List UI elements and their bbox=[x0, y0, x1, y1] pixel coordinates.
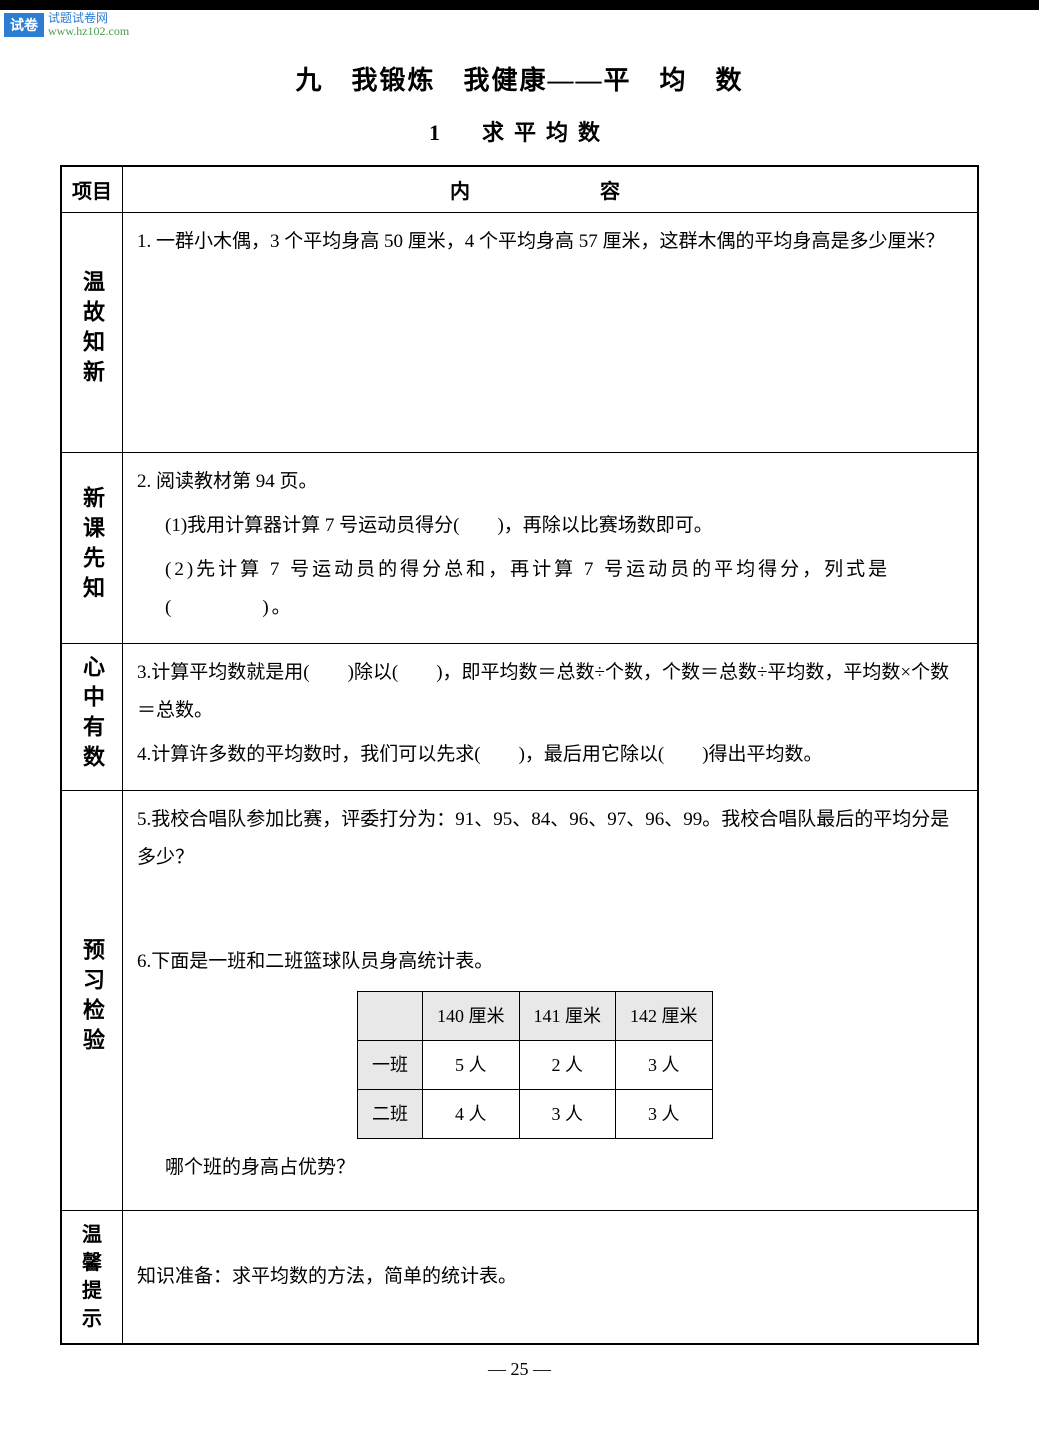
section-content-3: 3.计算平均数就是用( )除以( )，即平均数＝总数÷个数，个数＝总数÷平均数，… bbox=[123, 644, 979, 791]
inner-r2c1: 4 人 bbox=[423, 1090, 520, 1139]
section-content-4: 5.我校合唱队参加比赛，评委打分为：91、95、84、96、97、96、99。我… bbox=[123, 791, 979, 1211]
section-label-1-text: 温故知新 bbox=[76, 270, 108, 390]
tip-text: 知识准备：求平均数的方法，简单的统计表。 bbox=[137, 1266, 517, 1287]
table-header-row: 项目 内 容 bbox=[61, 166, 978, 213]
item-1: 1. 一群小木偶，3 个平均身高 50 厘米，4 个平均身高 57 厘米，这群木… bbox=[137, 223, 963, 261]
section-row-2: 新课先知 2. 阅读教材第 94 页。 (1)我用计算器计算 7 号运动员得分(… bbox=[61, 453, 978, 644]
page-content: 九 我锻炼 我健康——平 均 数 1 求平均数 项目 内 容 温故知新 1. 一… bbox=[0, 40, 1039, 1390]
item-2-num: 2. bbox=[137, 471, 151, 492]
top-bar bbox=[0, 0, 1039, 10]
watermark-text: 试题试卷网 www.hz102.com bbox=[48, 12, 129, 38]
item-2-text: 阅读教材第 94 页。 bbox=[156, 471, 318, 492]
watermark-badge: 试卷 bbox=[4, 13, 44, 37]
page-subtitle: 1 求平均数 bbox=[60, 115, 979, 147]
inner-r2c0: 二班 bbox=[358, 1090, 423, 1139]
item-3-num: 3. bbox=[137, 662, 151, 683]
inner-r1c1: 5 人 bbox=[423, 1041, 520, 1090]
item-1-text: 一群小木偶，3 个平均身高 50 厘米，4 个平均身高 57 厘米，这群木偶的平… bbox=[156, 231, 945, 252]
watermark-cn: 试题试卷网 bbox=[48, 11, 108, 25]
page-footer: — 25 — bbox=[60, 1359, 979, 1380]
item-2-sub2: (2)先计算 7 号运动员的得分总和，再计算 7 号运动员的平均得分，列式是( … bbox=[137, 551, 963, 627]
section-label-5-text: 温馨提示 bbox=[82, 1224, 102, 1330]
section-label-4: 预习检验 bbox=[61, 791, 123, 1211]
item-1-num: 1. bbox=[137, 231, 151, 252]
item-4-text: 计算许多数的平均数时，我们可以先求( )，最后用它除以( )得出平均数。 bbox=[151, 744, 822, 765]
inner-th-1: 140 厘米 bbox=[423, 992, 520, 1041]
item-2-sub1: (1)我用计算器计算 7 号运动员得分( )，再除以比赛场数即可。 bbox=[137, 507, 963, 545]
section-label-3-text: 心中有数 bbox=[76, 655, 108, 775]
header-col1: 项目 bbox=[61, 166, 123, 213]
inner-r2c2: 3 人 bbox=[519, 1090, 616, 1139]
item-5-num: 5. bbox=[137, 809, 151, 830]
section-label-2-text: 新课先知 bbox=[76, 486, 108, 606]
inner-r1c2: 2 人 bbox=[519, 1041, 616, 1090]
item-4: 4.计算许多数的平均数时，我们可以先求( )，最后用它除以( )得出平均数。 bbox=[137, 736, 963, 774]
header-col2-text: 内 容 bbox=[450, 181, 650, 203]
item-6-after: 哪个班的身高占优势？ bbox=[137, 1149, 963, 1187]
item-6: 6.下面是一班和二班篮球队员身高统计表。 bbox=[137, 943, 963, 981]
section-content-2: 2. 阅读教材第 94 页。 (1)我用计算器计算 7 号运动员得分( )，再除… bbox=[123, 453, 979, 644]
inner-header-row: 140 厘米 141 厘米 142 厘米 bbox=[358, 992, 713, 1041]
section-content-5: 知识准备：求平均数的方法，简单的统计表。 bbox=[123, 1211, 979, 1345]
item-6-num: 6. bbox=[137, 951, 151, 972]
watermark-url: www.hz102.com bbox=[48, 24, 129, 38]
section-row-4: 预习检验 5.我校合唱队参加比赛，评委打分为：91、95、84、96、97、96… bbox=[61, 791, 978, 1211]
section-label-1: 温故知新 bbox=[61, 213, 123, 453]
section-label-4-text: 预习检验 bbox=[76, 938, 108, 1058]
section-label-3: 心中有数 bbox=[61, 644, 123, 791]
main-table: 项目 内 容 温故知新 1. 一群小木偶，3 个平均身高 50 厘米，4 个平均… bbox=[60, 165, 979, 1345]
item-3: 3.计算平均数就是用( )除以( )，即平均数＝总数÷个数，个数＝总数÷平均数，… bbox=[137, 654, 963, 730]
item-5: 5.我校合唱队参加比赛，评委打分为：91、95、84、96、97、96、99。我… bbox=[137, 801, 963, 877]
inner-th-3: 142 厘米 bbox=[616, 992, 713, 1041]
inner-row-1: 一班 5 人 2 人 3 人 bbox=[358, 1041, 713, 1090]
section-label-2: 新课先知 bbox=[61, 453, 123, 644]
page-number: — 25 — bbox=[488, 1359, 551, 1379]
footer-mask bbox=[410, 1380, 630, 1440]
section-content-1: 1. 一群小木偶，3 个平均身高 50 厘米，4 个平均身高 57 厘米，这群木… bbox=[123, 213, 979, 453]
section-label-5: 温馨提示 bbox=[61, 1211, 123, 1345]
header-col2: 内 容 bbox=[123, 166, 979, 213]
section-row-3: 心中有数 3.计算平均数就是用( )除以( )，即平均数＝总数÷个数，个数＝总数… bbox=[61, 644, 978, 791]
inner-th-0 bbox=[358, 992, 423, 1041]
top-right-mask bbox=[829, 40, 1039, 100]
section-row-5: 温馨提示 知识准备：求平均数的方法，简单的统计表。 bbox=[61, 1211, 978, 1345]
inner-th-2: 141 厘米 bbox=[519, 992, 616, 1041]
height-stats-table: 140 厘米 141 厘米 142 厘米 一班 5 人 2 人 3 人 二班 4… bbox=[357, 991, 713, 1139]
item-5-text: 我校合唱队参加比赛，评委打分为：91、95、84、96、97、96、99。我校合… bbox=[137, 809, 949, 868]
item-2: 2. 阅读教材第 94 页。 bbox=[137, 463, 963, 501]
section-row-1: 温故知新 1. 一群小木偶，3 个平均身高 50 厘米，4 个平均身高 57 厘… bbox=[61, 213, 978, 453]
inner-r2c3: 3 人 bbox=[616, 1090, 713, 1139]
watermark: 试卷 试题试卷网 www.hz102.com bbox=[0, 10, 1039, 40]
item-6-text: 下面是一班和二班篮球队员身高统计表。 bbox=[151, 951, 493, 972]
inner-row-2: 二班 4 人 3 人 3 人 bbox=[358, 1090, 713, 1139]
inner-r1c0: 一班 bbox=[358, 1041, 423, 1090]
item-3-text: 计算平均数就是用( )除以( )，即平均数＝总数÷个数，个数＝总数÷平均数，平均… bbox=[137, 662, 949, 721]
item-4-num: 4. bbox=[137, 744, 151, 765]
inner-r1c3: 3 人 bbox=[616, 1041, 713, 1090]
